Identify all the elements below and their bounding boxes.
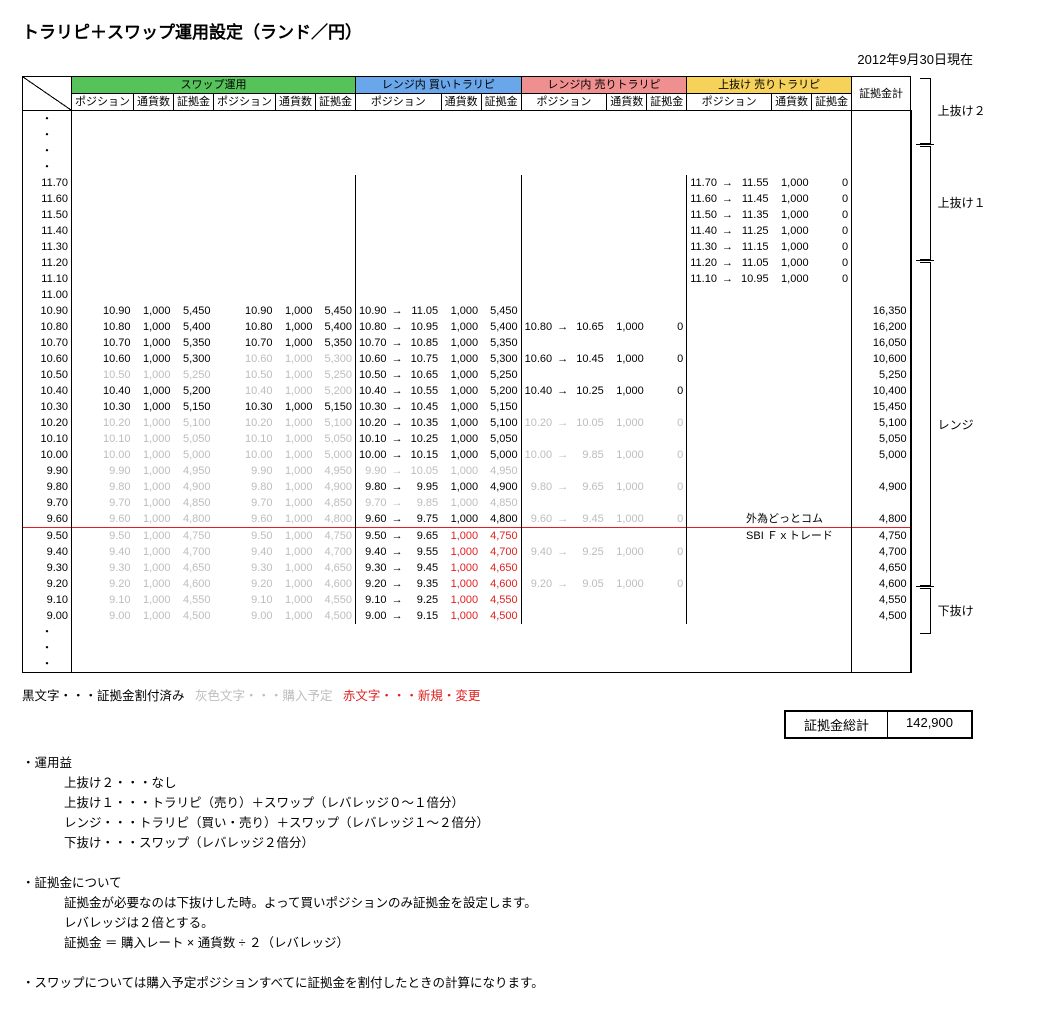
group-sell: レンジ内 売りトラリピ (521, 77, 687, 94)
col-total: 証拠金計 (852, 77, 911, 111)
page-title: トラリピ＋スワップ運用設定（ランド／円） (22, 18, 1023, 43)
group-buy: レンジ内 買いトラリピ (356, 77, 522, 94)
notes: ・運用益 上抜け２・・・なし 上抜け１・・・トラリピ（売り）＋スワップ（レバレッ… (22, 753, 1023, 993)
subheader-row: ポジション通貨数証拠金 ポジション通貨数証拠金 ポジション通貨数証拠金 ポジショ… (23, 94, 911, 111)
as-of-date: 2012年9月30日現在 (22, 49, 973, 68)
settings-table: スワップ運用 レンジ内 買いトラリピ レンジ内 売りトラリピ 上抜け 売りトラリ… (22, 76, 912, 673)
group-upper: 上抜け 売りトラリピ (687, 77, 852, 94)
side-brackets: 上抜け２ 上抜け１ レンジ 下抜け (916, 76, 996, 636)
grand-total: 証拠金総計142,900 (784, 710, 973, 739)
corner-cell (23, 77, 72, 111)
legend: 黒文字・・・証拠金割付済み 灰色文字・・・購入予定 赤文字・・・新規・変更 (22, 685, 1023, 704)
group-swap: スワップ運用 (72, 77, 356, 94)
